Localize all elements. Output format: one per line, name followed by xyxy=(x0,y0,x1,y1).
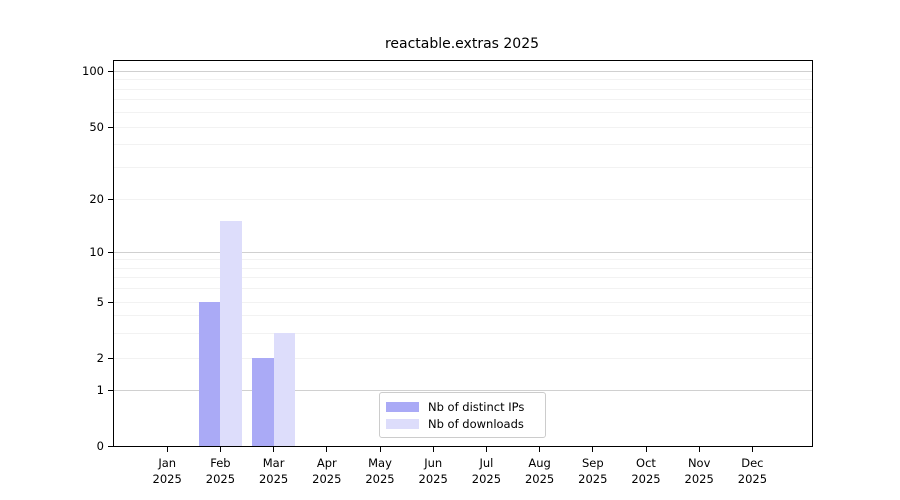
x-tick-mark xyxy=(379,447,381,452)
y-gridline-minor xyxy=(114,126,812,128)
y-tick-mark xyxy=(108,357,113,359)
x-tick-month: Mar xyxy=(262,456,285,470)
x-tick-month: Feb xyxy=(210,456,231,470)
x-tick-year: 2025 xyxy=(737,472,768,486)
y-gridline-minor xyxy=(114,198,812,200)
x-tick-label-jul: Jul 2025 xyxy=(459,455,513,487)
x-tick-mark xyxy=(698,447,700,452)
y-tick-label: 2 xyxy=(96,351,104,365)
y-gridline-major xyxy=(114,251,812,253)
legend-item-distinct-ips: Nb of distinct IPs xyxy=(386,398,537,415)
legend-swatch-downloads xyxy=(386,418,419,429)
x-tick-label-jun: Jun 2025 xyxy=(406,455,460,487)
y-gridline-minor xyxy=(114,315,812,317)
x-tick-label-sep: Sep 2025 xyxy=(566,455,620,487)
y-gridline-major xyxy=(114,70,812,72)
bar-distinct-ips-feb xyxy=(199,302,221,446)
y-gridline-minor xyxy=(114,166,812,168)
y-gridline-minor xyxy=(114,301,812,303)
y-gridline-major xyxy=(114,389,812,391)
y-gridline-minor xyxy=(114,259,812,261)
y-gridline-minor xyxy=(114,111,812,113)
x-tick-label-may: May 2025 xyxy=(353,455,407,487)
x-tick-year: 2025 xyxy=(205,472,236,486)
y-tick-mark xyxy=(108,445,113,447)
legend: Nb of distinct IPs Nb of downloads xyxy=(379,392,546,438)
x-tick-mark xyxy=(485,447,487,452)
x-tick-year: 2025 xyxy=(471,472,502,486)
y-gridline-minor xyxy=(114,79,812,80)
y-gridline-minor xyxy=(114,277,812,279)
x-tick-month: Apr xyxy=(316,456,337,470)
x-tick-mark xyxy=(751,447,753,452)
x-tick-month: Nov xyxy=(687,456,711,470)
x-tick-mark xyxy=(645,447,647,452)
x-tick-mark xyxy=(219,447,221,452)
x-tick-month: Jan xyxy=(158,456,177,470)
x-tick-month: Jun xyxy=(424,456,443,470)
x-tick-month: Oct xyxy=(636,456,656,470)
y-tick-label: 1 xyxy=(96,383,104,397)
y-tick-label: 100 xyxy=(82,64,104,78)
y-gridline-minor xyxy=(114,332,812,334)
legend-label-distinct-ips: Nb of distinct IPs xyxy=(428,399,525,414)
y-gridline-minor xyxy=(114,144,812,146)
bar-downloads-feb xyxy=(220,220,242,446)
x-tick-year: 2025 xyxy=(684,472,714,486)
y-tick-label: 20 xyxy=(89,192,104,206)
x-tick-label-dec: Dec 2025 xyxy=(725,455,779,487)
legend-swatch-distinct-ips xyxy=(386,401,419,412)
y-tick-mark xyxy=(108,198,113,200)
x-tick-mark xyxy=(539,447,541,452)
x-tick-label-mar: Mar 2025 xyxy=(247,455,301,487)
y-gridline-minor xyxy=(114,288,812,290)
x-tick-month: Aug xyxy=(528,456,551,470)
y-tick-mark xyxy=(108,251,113,253)
x-tick-label-oct: Oct 2025 xyxy=(619,455,673,487)
x-tick-label-feb: Feb 2025 xyxy=(193,455,247,487)
x-tick-year: 2025 xyxy=(578,472,608,486)
y-tick-label: 0 xyxy=(96,439,104,453)
y-tick-label: 5 xyxy=(96,295,104,309)
x-tick-label-nov: Nov 2025 xyxy=(672,455,726,487)
x-tick-label-aug: Aug 2025 xyxy=(513,455,567,487)
x-tick-mark xyxy=(273,447,275,452)
x-tick-label-jan: Jan 2025 xyxy=(140,455,194,487)
y-gridline-minor xyxy=(114,88,812,90)
y-tick-label: 50 xyxy=(89,120,104,134)
y-gridline-minor xyxy=(114,267,812,269)
x-tick-month: Jul xyxy=(479,456,494,470)
y-tick-mark xyxy=(108,70,113,72)
x-tick-mark xyxy=(326,447,328,452)
legend-item-downloads: Nb of downloads xyxy=(386,415,537,432)
x-tick-year: 2025 xyxy=(631,472,661,486)
plot-area: Nb of distinct IPs Nb of downloads 0 1 2 5 1… xyxy=(82,60,813,486)
y-tick-mark xyxy=(108,126,113,128)
x-tick-mark xyxy=(166,447,168,452)
y-tick-mark xyxy=(108,301,113,303)
x-tick-year: 2025 xyxy=(365,472,395,486)
x-tick-year: 2025 xyxy=(152,472,182,486)
x-tick-label-apr: Apr 2025 xyxy=(300,455,354,487)
x-tick-mark xyxy=(592,447,594,452)
y-gridline-minor xyxy=(114,99,812,101)
x-tick-month: May xyxy=(368,456,392,470)
x-tick-year: 2025 xyxy=(312,472,342,486)
bar-downloads-mar xyxy=(273,333,295,446)
y-gridline-minor xyxy=(114,357,812,359)
x-tick-mark xyxy=(432,447,434,452)
chart-title: reactable.extras 2025 xyxy=(384,36,540,52)
y-tick-label: 10 xyxy=(89,245,104,259)
x-tick-month: Sep xyxy=(581,456,604,470)
x-tick-year: 2025 xyxy=(524,472,555,486)
x-tick-year: 2025 xyxy=(418,472,448,486)
y-tick-mark xyxy=(108,389,113,391)
x-tick-month: Dec xyxy=(741,456,764,470)
x-tick-year: 2025 xyxy=(258,472,289,486)
bar-distinct-ips-mar xyxy=(252,358,274,446)
legend-label-downloads: Nb of downloads xyxy=(428,416,524,431)
